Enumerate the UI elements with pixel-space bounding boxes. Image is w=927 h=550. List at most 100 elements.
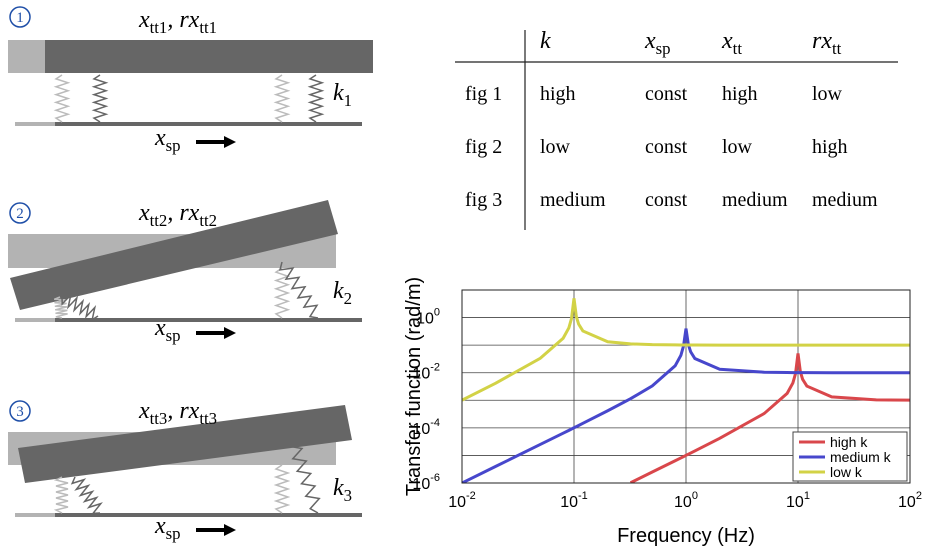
table-cell: low	[540, 136, 571, 158]
tick-label: 10-2	[412, 362, 440, 383]
symbol: x	[154, 315, 166, 341]
panel-title: xtt2, rxtt2	[138, 200, 217, 230]
spring	[70, 476, 103, 515]
subscript: 1	[344, 91, 352, 110]
tick-exponent: 0	[434, 307, 440, 319]
motion-label: xsp	[154, 513, 181, 543]
panel-badge	[9, 6, 31, 28]
arrow-head	[224, 327, 236, 339]
tick-exponent: -1	[578, 490, 588, 502]
tick-exponent: -6	[430, 472, 440, 484]
subscript: 2	[344, 289, 352, 308]
column-header: xtt	[721, 28, 742, 58]
spring	[287, 437, 321, 514]
legend-label: high k	[830, 434, 868, 450]
symbol: k	[333, 278, 344, 304]
table-cell: const	[645, 136, 688, 158]
subscript: sp	[166, 524, 181, 543]
panel-number: 1	[16, 10, 24, 26]
table-cell: medium	[722, 189, 788, 211]
subscript: tt3	[150, 409, 168, 428]
tick-base: 10	[412, 421, 430, 438]
panel-badge	[9, 202, 31, 224]
panel-title: xtt1, rxtt1	[138, 7, 217, 37]
symbol: , rx	[167, 398, 199, 424]
legend-label: low k	[830, 464, 863, 480]
table-cell: high	[812, 136, 848, 158]
tick-label: 10-4	[412, 417, 440, 438]
column-header: k	[540, 28, 551, 54]
arrow-head	[224, 524, 236, 536]
tick-base: 10	[412, 366, 430, 383]
table-cell: low	[812, 83, 843, 105]
column-header: rxtt	[812, 28, 842, 58]
tick-exponent: 1	[804, 490, 810, 502]
spring	[307, 74, 325, 123]
plot-frame	[461, 289, 911, 484]
tick-base: 10	[786, 494, 804, 511]
subscript: 3	[344, 486, 352, 505]
column-header: xsp	[644, 28, 671, 58]
subscript: tt	[733, 39, 743, 58]
rest-position	[8, 40, 45, 73]
subscript: tt2	[150, 211, 168, 230]
subscript: tt3	[199, 409, 217, 428]
tick-exponent: 2	[916, 490, 922, 502]
symbol: x	[721, 28, 733, 54]
table-top	[10, 200, 338, 310]
symbol: k	[540, 28, 551, 54]
chart: 10-2 10-1 100 101 10210-610-410-2100Frequenc…	[403, 277, 922, 547]
arrow-head	[224, 136, 236, 148]
spring	[278, 261, 319, 319]
tick-base: 10	[416, 311, 434, 328]
symbol: k	[333, 475, 344, 501]
series-line	[462, 298, 910, 402]
table-cell: high	[540, 83, 576, 105]
tick-base: 10	[560, 494, 578, 511]
table-cell: high	[722, 83, 758, 105]
tick-label: 10-2	[448, 490, 476, 511]
symbol: x	[138, 7, 150, 33]
tick-label: 101	[786, 490, 810, 511]
tick-exponent: 0	[692, 490, 698, 502]
spring	[273, 267, 291, 319]
tick-base: 10	[412, 476, 430, 493]
spring	[61, 292, 99, 322]
subscript: tt1	[150, 18, 168, 37]
tick-label: 10-6	[412, 472, 440, 493]
row-header: fig 2	[465, 136, 502, 158]
row-header: fig 3	[465, 189, 502, 211]
subscript: tt	[832, 39, 842, 58]
spring	[53, 74, 71, 123]
x-axis-label: Frequency (Hz)	[617, 525, 755, 547]
spring	[91, 74, 109, 123]
panel-number: 2	[16, 206, 24, 222]
table-cell: low	[722, 136, 753, 158]
tick-label: 102	[898, 490, 922, 511]
panel-badge	[9, 400, 31, 422]
row-header: fig 1	[465, 83, 502, 105]
tick-label: 10-1	[560, 490, 588, 511]
spring	[53, 476, 69, 514]
series-line	[462, 328, 910, 483]
spring	[273, 74, 291, 123]
subscript: tt1	[199, 18, 217, 37]
tick-exponent: -2	[430, 362, 440, 374]
tick-exponent: -2	[466, 490, 476, 502]
symbol: x	[138, 200, 150, 226]
table-cell: medium	[540, 189, 606, 211]
table-cell: const	[645, 189, 688, 211]
spring-label: k2	[333, 278, 352, 308]
tick-label: 100	[416, 307, 440, 328]
symbol: x	[154, 513, 166, 539]
motion-label: xsp	[154, 125, 181, 155]
symbol: rx	[812, 28, 832, 54]
panel-number: 3	[16, 404, 24, 420]
tick-base: 10	[898, 494, 916, 511]
tick-base: 10	[448, 494, 466, 511]
table-cell: medium	[812, 189, 878, 211]
series-line	[629, 353, 910, 483]
